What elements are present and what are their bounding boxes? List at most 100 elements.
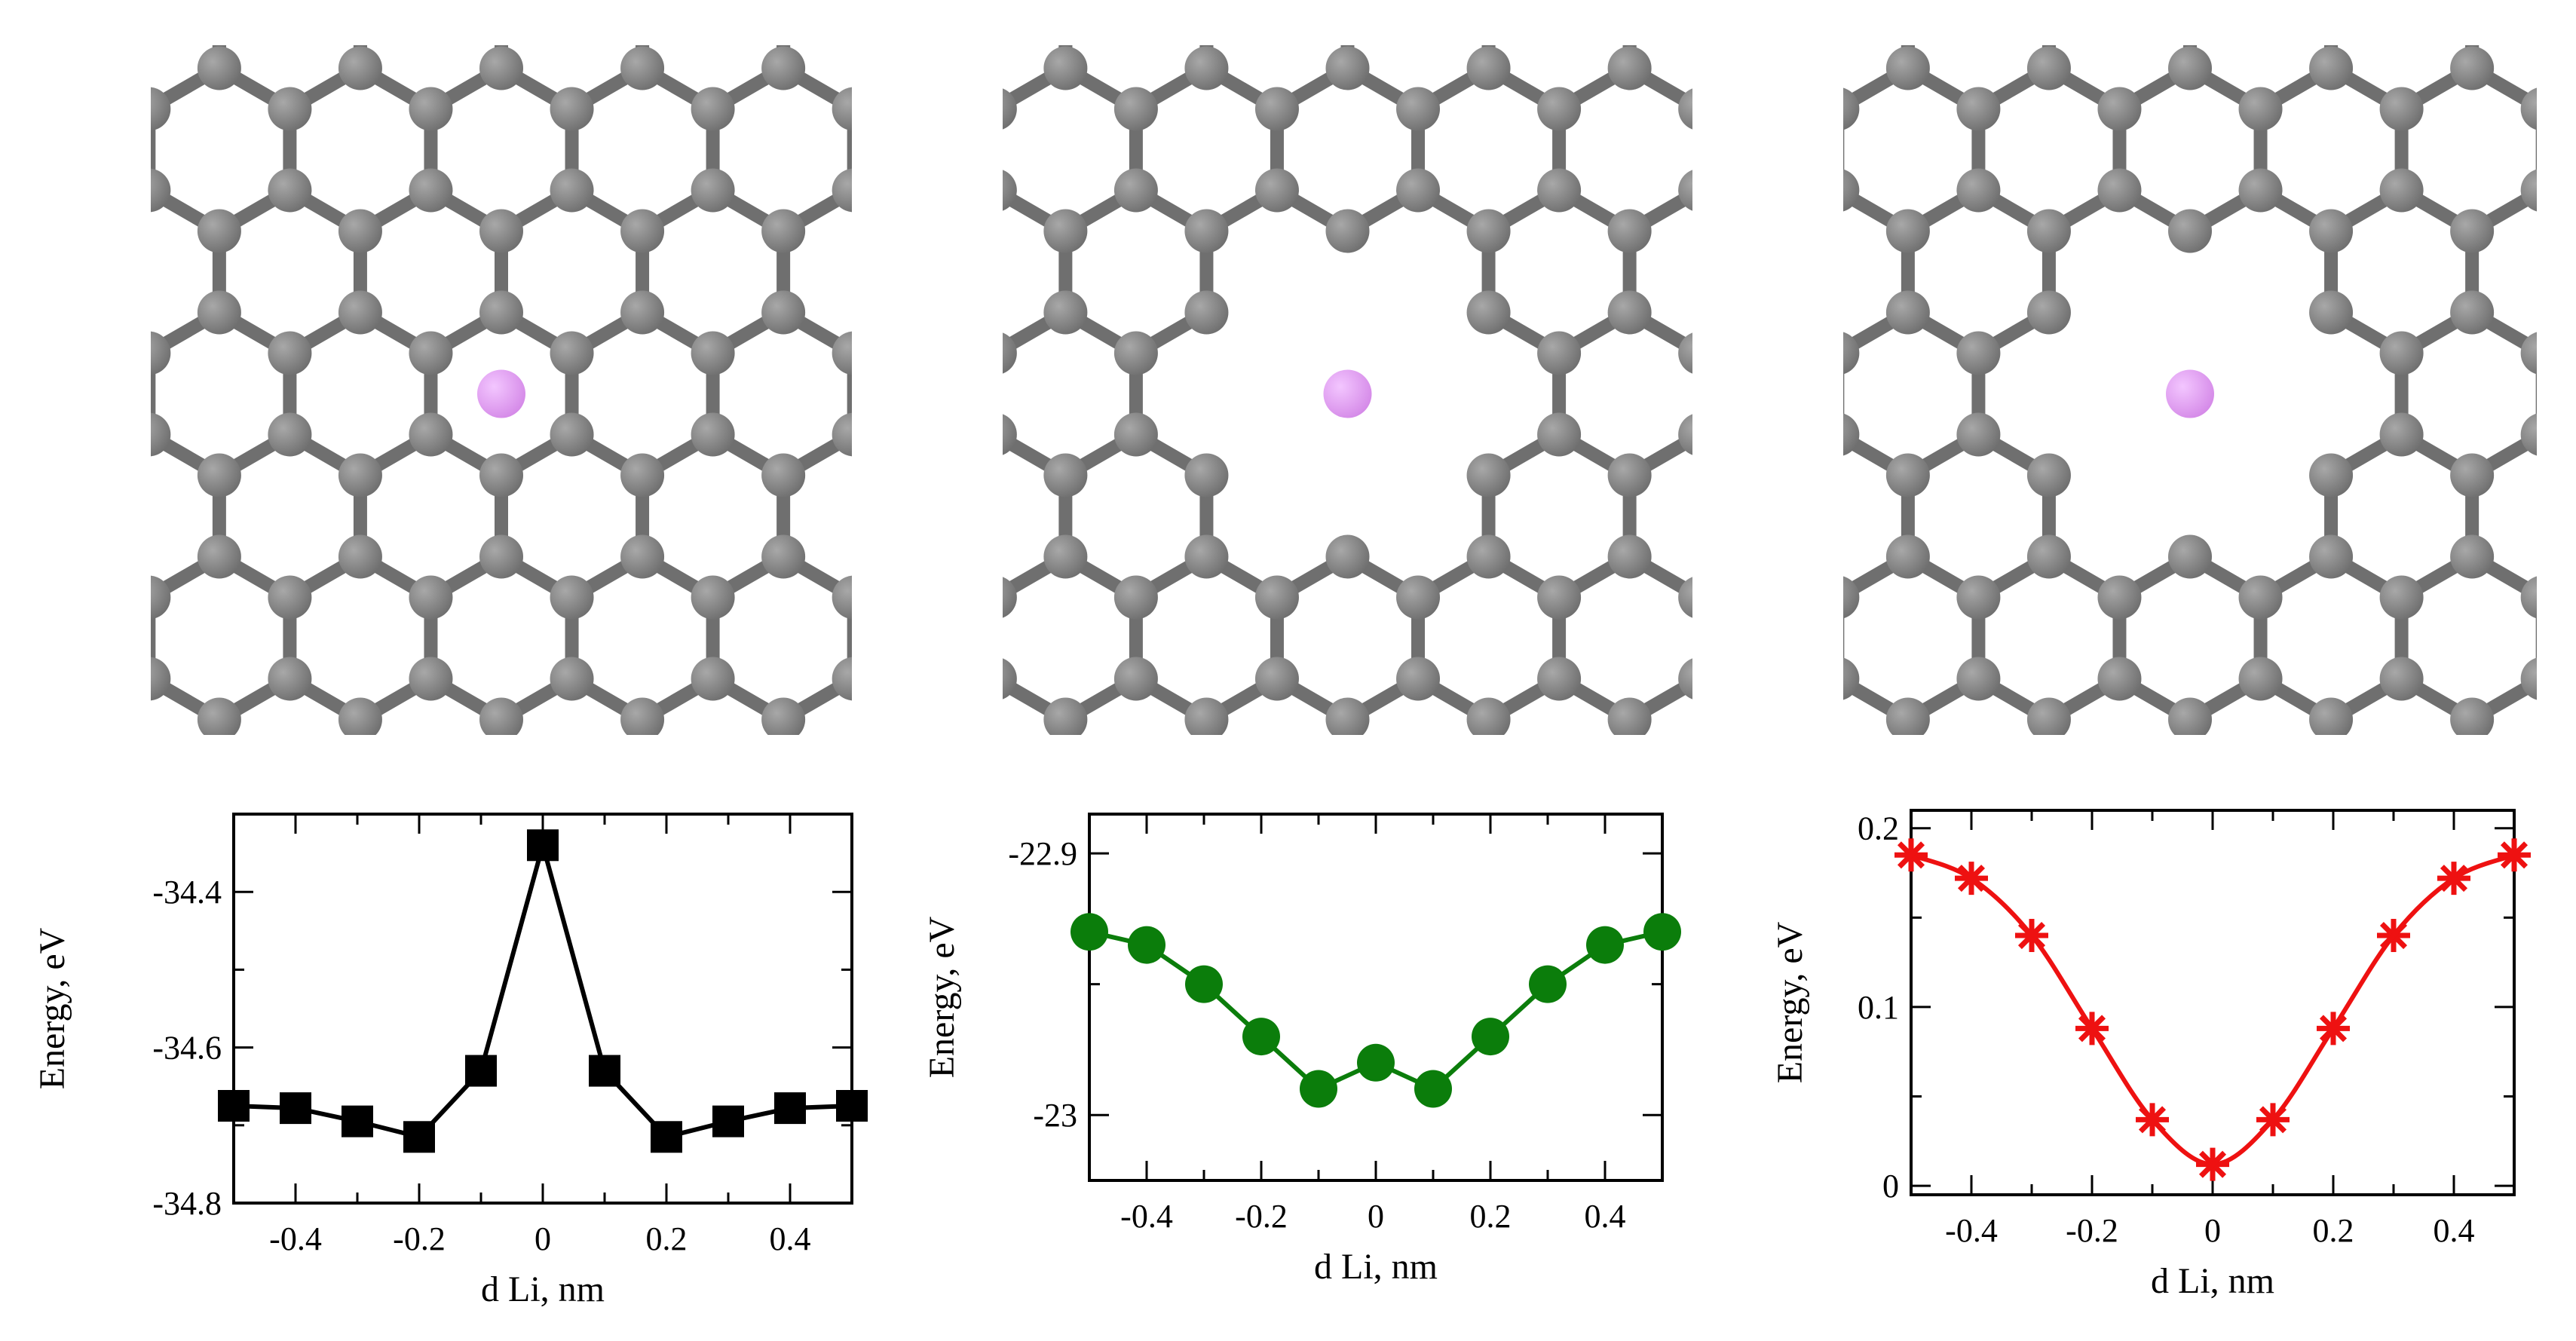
carbon-atom bbox=[761, 1024, 805, 1067]
carbon-atom bbox=[1114, 1064, 1158, 1108]
carbon-bond bbox=[642, 923, 713, 964]
carbon-atom bbox=[1043, 0, 1087, 9]
carbon-bond bbox=[847, 590, 852, 605]
carbon-bond bbox=[713, 801, 784, 842]
carbon-bond bbox=[8, 557, 78, 598]
carbon-bond bbox=[924, 801, 995, 842]
carbon-bond bbox=[1630, 1046, 1701, 1086]
carbon-atom bbox=[409, 657, 453, 701]
carbon-atom bbox=[1396, 657, 1441, 701]
carbon-atom bbox=[1749, 47, 1793, 90]
carbon-bond bbox=[1700, 801, 1771, 842]
carbon-bond bbox=[1696, 801, 1767, 842]
carbon-bond bbox=[995, 923, 1066, 964]
carbon-atom bbox=[2239, 1064, 2283, 1108]
carbon-atom bbox=[1325, 534, 1370, 579]
carbon-atom bbox=[1678, 88, 1692, 130]
carbon-atom bbox=[1956, 168, 2001, 213]
carbon-atom bbox=[1537, 902, 1581, 945]
carbon-atom bbox=[832, 820, 876, 864]
carbon-atom bbox=[1463, 0, 1507, 9]
carbon-atom bbox=[1749, 698, 1793, 742]
carbon-atom bbox=[761, 453, 806, 498]
carbon-atom bbox=[1184, 209, 1229, 253]
carbon-atom bbox=[1255, 902, 1299, 945]
carbon-atom bbox=[691, 657, 735, 701]
data-point bbox=[774, 1092, 806, 1125]
carbon-atom bbox=[620, 0, 664, 9]
carbon-atom bbox=[832, 902, 876, 945]
carbon-atom bbox=[1608, 0, 1652, 9]
carbon-bond bbox=[854, 313, 925, 354]
carbon-atom bbox=[1843, 87, 1860, 130]
carbon-bond bbox=[2190, 1046, 2261, 1086]
carbon-atom bbox=[1396, 87, 1441, 131]
data-point bbox=[651, 1121, 682, 1153]
carbon-bond bbox=[2119, 923, 2190, 964]
carbon-atom bbox=[1113, 331, 1158, 375]
data-point bbox=[1894, 838, 1928, 872]
carbon-bond bbox=[572, 923, 643, 964]
carbon-atom bbox=[2309, 209, 2354, 253]
carbon-atom bbox=[1043, 453, 1088, 498]
carbon-atom bbox=[1184, 1024, 1228, 1067]
carbon-atom bbox=[409, 87, 453, 131]
carbon-atom bbox=[2101, 332, 2145, 375]
carbon-bond bbox=[1065, 1046, 1136, 1086]
carbon-atom bbox=[0, 1064, 29, 1108]
carbon-atom bbox=[1678, 170, 1692, 211]
carbon-atom bbox=[1749, 779, 1793, 823]
carbon-atom bbox=[620, 697, 665, 735]
carbon-atom bbox=[1113, 575, 1158, 620]
carbon-atom bbox=[832, 902, 876, 945]
carbon-atom bbox=[1885, 290, 1930, 335]
carbon-bond bbox=[1843, 430, 1845, 439]
carbon-bond bbox=[1771, 679, 1842, 720]
carbon-atom bbox=[1254, 575, 1299, 620]
carbon-bond bbox=[924, 557, 995, 598]
carbon-bond bbox=[995, 1046, 1066, 1086]
carbon-bond bbox=[2123, 313, 2194, 354]
carbon-atom bbox=[1043, 0, 1087, 9]
carbon-bond bbox=[1843, 186, 1845, 194]
carbon-atom bbox=[57, 698, 100, 742]
carbon-atom bbox=[2450, 697, 2495, 735]
carbon-bond bbox=[151, 183, 156, 197]
carbon-atom bbox=[2520, 657, 2537, 700]
carbon-atom bbox=[268, 902, 311, 945]
carbon-bond bbox=[1414, 923, 1485, 964]
carbon-atom bbox=[1678, 414, 1692, 455]
carbon-bond bbox=[1277, 801, 1348, 842]
carbon-atom bbox=[1326, 779, 1370, 823]
carbon-bond bbox=[783, 923, 854, 964]
carbon-bond bbox=[1489, 923, 1560, 964]
carbon-atom bbox=[902, 47, 946, 90]
carbon-bond bbox=[924, 801, 995, 842]
data-point bbox=[1472, 1018, 1509, 1056]
carbon-atom bbox=[1467, 0, 1511, 9]
carbon-bond bbox=[924, 435, 995, 476]
data-point bbox=[2015, 919, 2048, 953]
carbon-atom bbox=[1815, 820, 1859, 864]
carbon-bond bbox=[2119, 1046, 2190, 1086]
carbon-atom bbox=[832, 331, 852, 375]
carbon-atom bbox=[1745, 535, 1789, 579]
carbon-bond bbox=[847, 427, 852, 442]
carbon-atom bbox=[902, 291, 946, 335]
x-tick-label: -0.2 bbox=[2066, 1212, 2118, 1249]
carbon-atom bbox=[479, 697, 523, 735]
data-point bbox=[1128, 926, 1165, 964]
x-tick-label: 0 bbox=[534, 1220, 551, 1257]
carbon-bond bbox=[1982, 1046, 2053, 1086]
plot-frame bbox=[1910, 809, 2516, 1196]
carbon-atom bbox=[620, 453, 665, 498]
y-tick-label: 0 bbox=[1882, 1168, 1899, 1205]
carbon-bond bbox=[713, 801, 784, 842]
carbon-atom bbox=[691, 575, 735, 620]
carbon-atom bbox=[2379, 168, 2424, 213]
carbon-atom bbox=[1745, 291, 1789, 335]
carbon-atom bbox=[2027, 0, 2071, 9]
carbon-bond bbox=[430, 923, 501, 964]
carbon-atom bbox=[1396, 820, 1440, 864]
carbon-atom bbox=[902, 0, 946, 9]
